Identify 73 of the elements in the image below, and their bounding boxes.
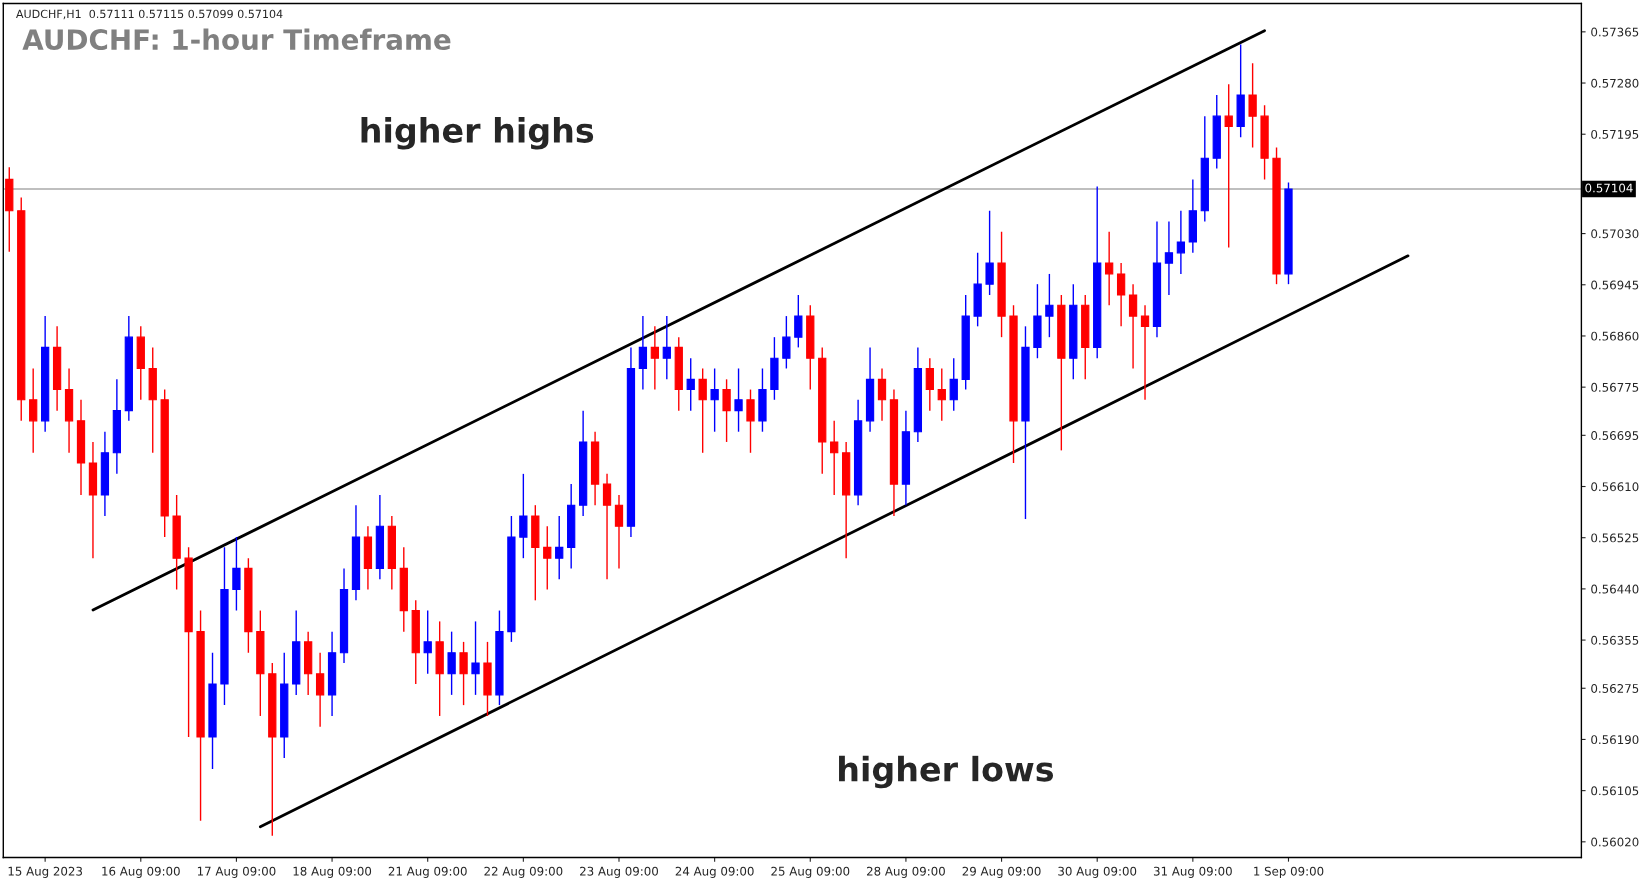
y-tick-label: 0.56610 xyxy=(1591,482,1639,492)
x-tick-label: 29 Aug 09:00 xyxy=(962,866,1041,878)
ref-line-label: 0.57104 xyxy=(1585,183,1633,193)
candlestick xyxy=(1248,62,1257,149)
candlestick xyxy=(925,357,934,412)
y-tick-label: 0.56190 xyxy=(1591,735,1639,745)
x-tick-label: 22 Aug 09:00 xyxy=(484,866,563,878)
candlestick xyxy=(1176,210,1186,275)
candlestick xyxy=(746,388,755,454)
candlestick xyxy=(782,315,791,370)
annotation: higher lows xyxy=(839,755,1054,789)
candlestick xyxy=(698,367,707,454)
candlestick xyxy=(471,620,480,696)
x-tick-label: 24 Aug 09:00 xyxy=(675,866,754,878)
candlestick xyxy=(722,378,731,443)
y-tick-label: 0.57365 xyxy=(1591,27,1639,37)
candlestick xyxy=(1128,283,1138,370)
x-tick-label: 21 Aug 09:00 xyxy=(388,866,467,878)
candlestick xyxy=(555,515,564,580)
candlestick xyxy=(949,357,958,412)
candlestick xyxy=(985,210,994,296)
y-tick-label: 0.57280 xyxy=(1591,78,1639,88)
x-tick-label: 31 Aug 09:00 xyxy=(1153,866,1232,878)
candlestick xyxy=(734,367,743,433)
y-tick-label: 0.56275 xyxy=(1591,683,1639,693)
candlestick xyxy=(315,652,325,728)
candlestick xyxy=(543,525,552,591)
candlestick xyxy=(602,473,612,580)
candlestick xyxy=(232,536,241,612)
candlestick xyxy=(614,494,624,570)
y-tick-label: 0.56860 xyxy=(1591,331,1639,341)
x-tick-label: 16 Aug 09:00 xyxy=(102,866,180,878)
x-tick-label: 1 Sep 09:00 xyxy=(1254,866,1324,878)
text: AUDCHF: 1-hour Timeframe xyxy=(22,28,451,51)
candlestick xyxy=(638,315,648,391)
x-tick-label: 17 Aug 09:00 xyxy=(197,866,276,878)
candlestick xyxy=(1116,262,1126,328)
candlestick xyxy=(662,315,671,381)
candlestick xyxy=(650,325,660,391)
candlestick xyxy=(1045,273,1054,338)
x-tick-label: 18 Aug 09:00 xyxy=(293,866,372,878)
candlestick xyxy=(1224,83,1233,249)
candlestick xyxy=(794,294,803,349)
y-tick-label: 0.57195 xyxy=(1591,129,1639,139)
candlestick xyxy=(1164,220,1174,296)
y-tick-label: 0.56945 xyxy=(1591,280,1639,290)
annotation: higher highs xyxy=(361,117,594,150)
candlestick xyxy=(519,473,528,559)
candlestick xyxy=(686,357,695,412)
chart-subtitle: AUDCHF,H1 0.57111 0.57115 0.57099 0.57104 xyxy=(16,9,283,20)
y-tick-label: 0.56695 xyxy=(1591,431,1639,440)
candlestick xyxy=(710,367,719,433)
candlestick xyxy=(830,420,839,496)
candlestick xyxy=(447,630,456,696)
x-tick-label: 23 Aug 09:00 xyxy=(580,866,659,878)
y-tick-label: 0.56775 xyxy=(1591,382,1639,392)
x-tick-label: 25 Aug 09:00 xyxy=(771,866,850,878)
x-tick-label: 15 Aug 2023 xyxy=(8,866,83,878)
candlestick xyxy=(937,367,946,422)
y-tick-label: 0.56525 xyxy=(1591,533,1639,543)
candlestick xyxy=(29,367,38,454)
candlestick xyxy=(459,641,468,706)
y-tick-label: 0.56105 xyxy=(1591,786,1639,796)
x-tick-label: 30 Aug 09:00 xyxy=(1058,866,1137,878)
candlestick xyxy=(877,367,887,422)
y-tick-label: 0.56355 xyxy=(1591,635,1639,645)
candlestick xyxy=(1105,231,1114,306)
x-tick-label: 28 Aug 09:00 xyxy=(866,866,945,878)
y-tick-label: 0.57030 xyxy=(1591,229,1639,239)
candlestick xyxy=(1140,304,1150,401)
y-tick-label: 0.56020 xyxy=(1591,837,1639,847)
y-tick-label: 0.56440 xyxy=(1591,584,1639,594)
candlestick xyxy=(423,609,432,675)
